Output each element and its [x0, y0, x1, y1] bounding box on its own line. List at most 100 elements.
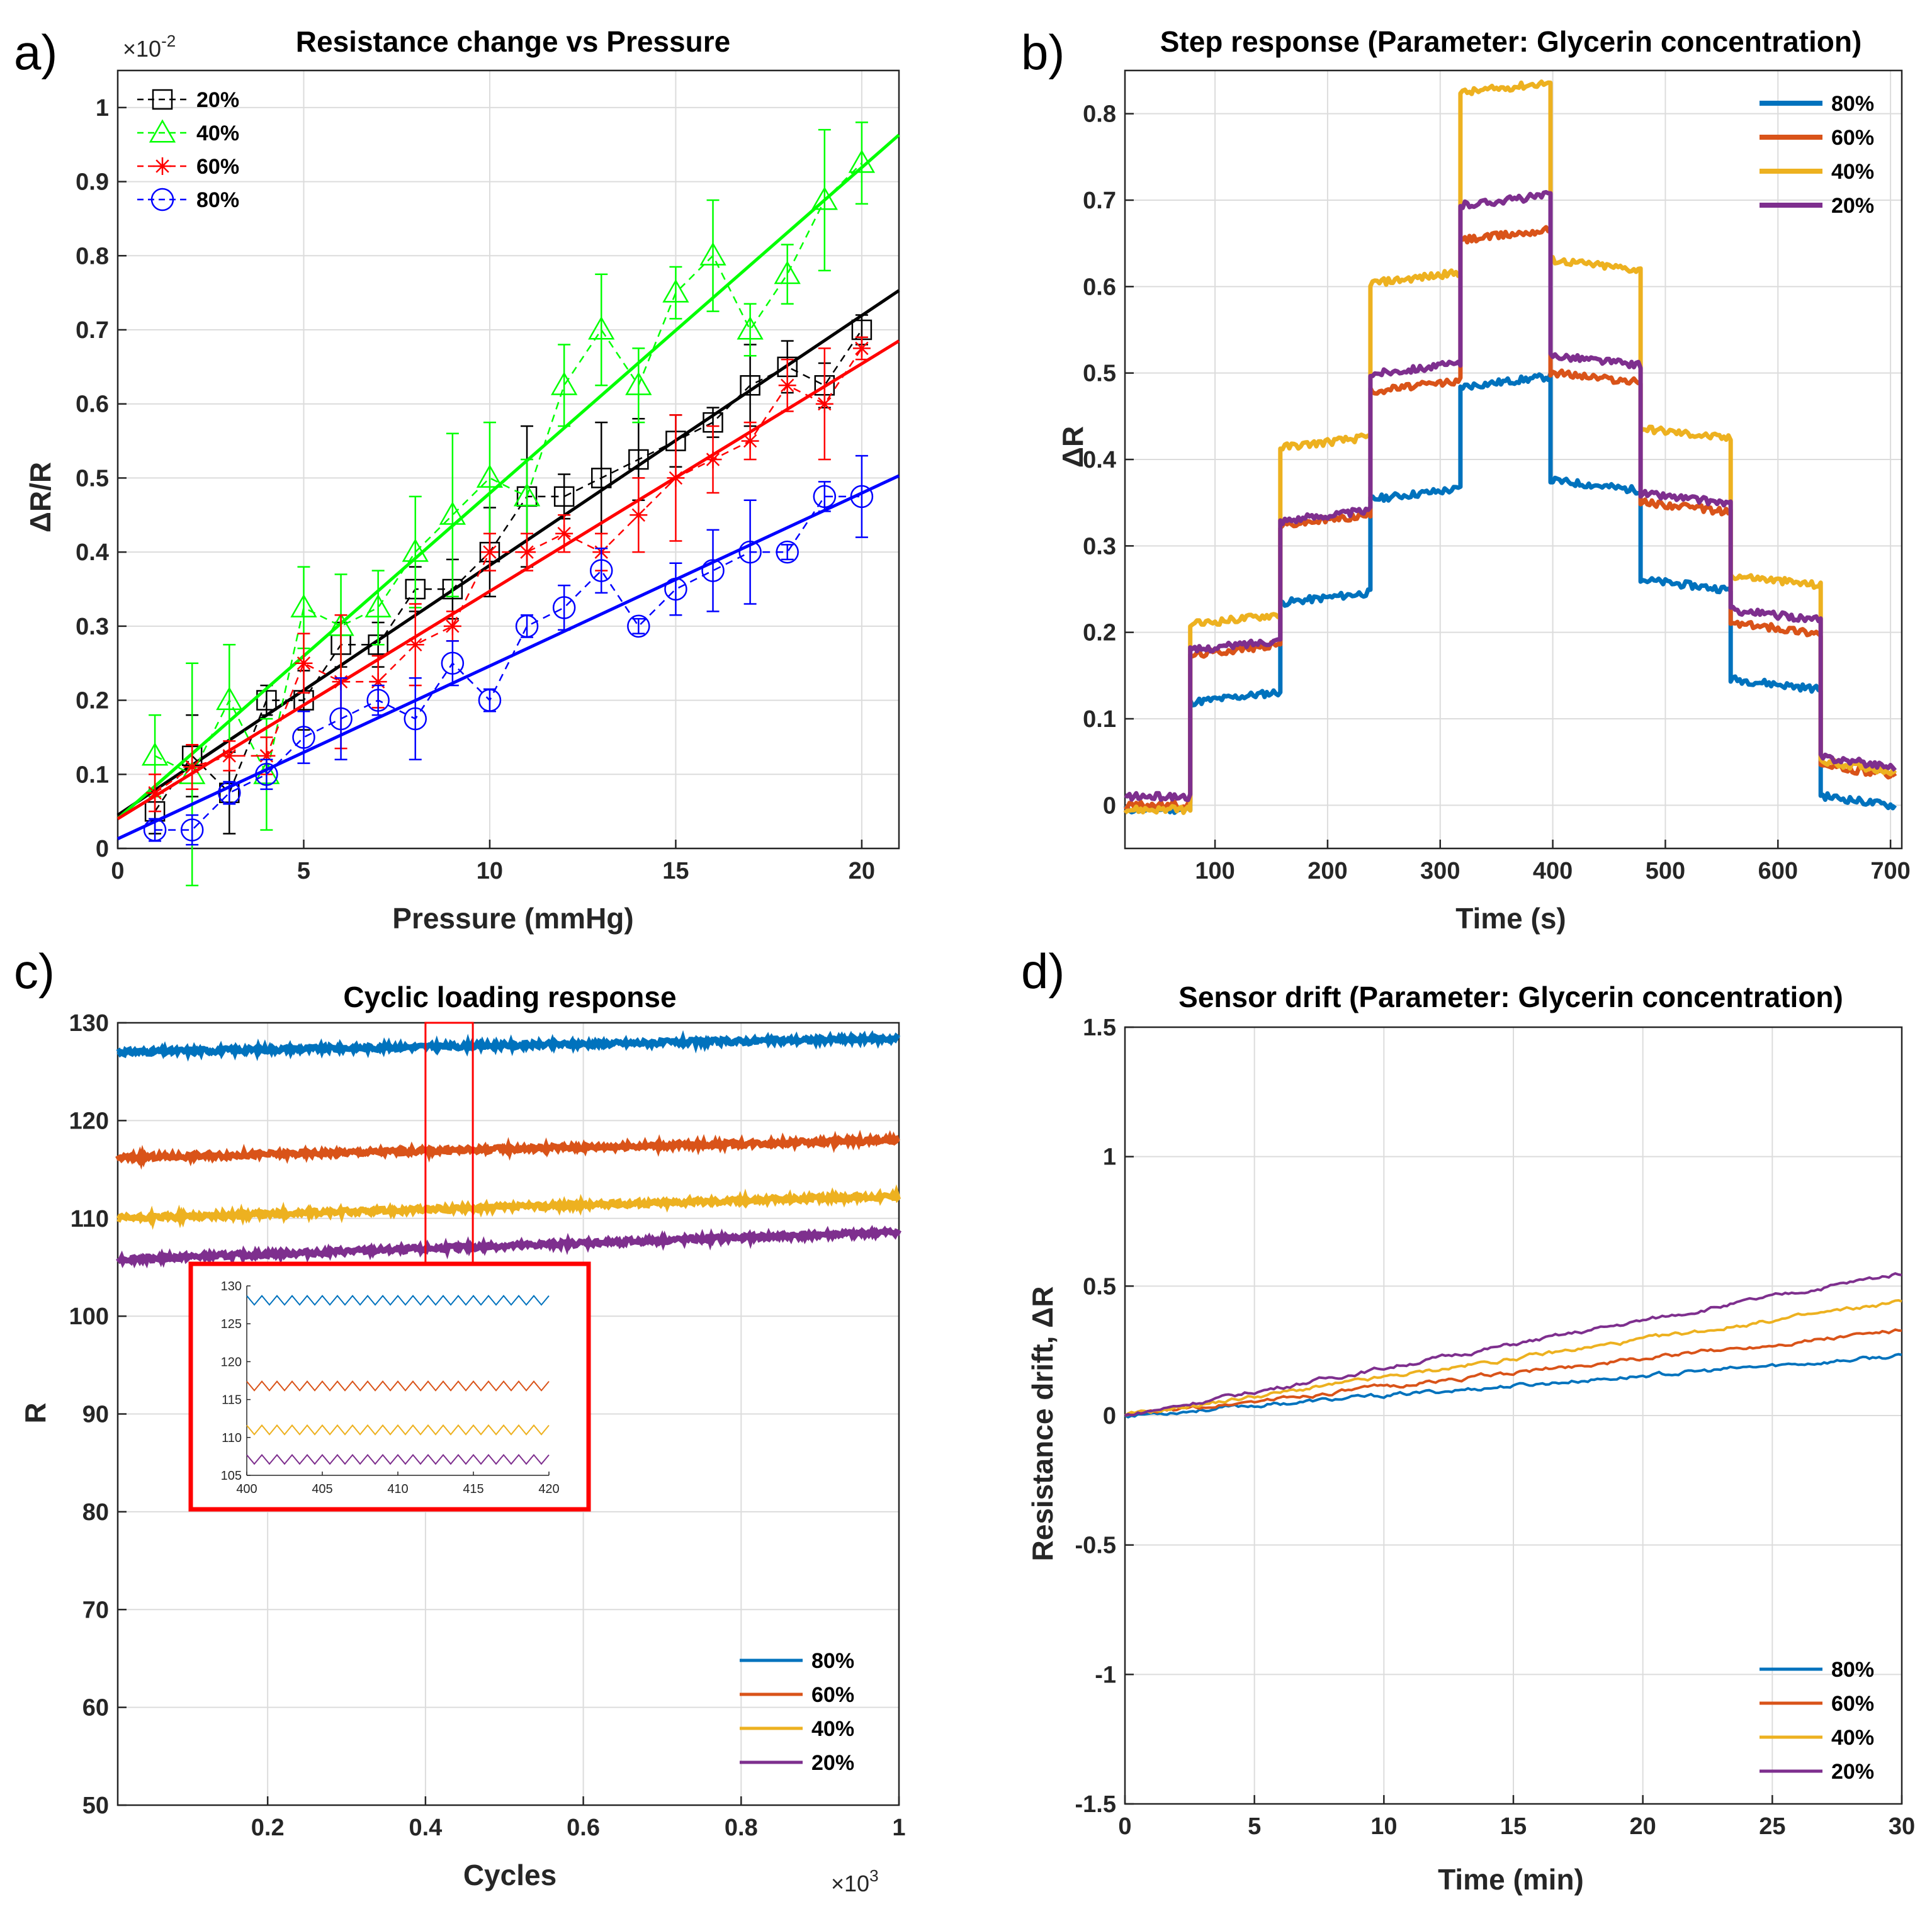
- panel-a-40pct-point: [625, 371, 652, 395]
- panel-a-80pct-point: [850, 485, 874, 509]
- panel-a-40pct-point: [811, 186, 838, 210]
- panel-a-60pct-point: [704, 451, 722, 468]
- panel-b-series-60pct: [1124, 225, 1897, 811]
- panel-a-40pct-series-line: [154, 162, 862, 777]
- panel-a-40pct-point: [141, 742, 169, 766]
- panel-c-legend-label: 80%: [811, 1649, 854, 1673]
- panel-a-60pct-point: [852, 339, 871, 358]
- panel-a-legend-marker: [154, 157, 171, 175]
- panel-c-ytick-label: 110: [71, 1206, 109, 1232]
- panel-c-xlabel: Cycles: [463, 1859, 556, 1891]
- panel-d-xtick-label: 15: [1500, 1813, 1527, 1840]
- panel-b-legend-label: 20%: [1831, 194, 1874, 218]
- panel-a-60pct-point: [815, 395, 833, 413]
- panel-c-title: Cyclic loading response: [343, 981, 676, 1013]
- panel-a-80pct-point: [441, 651, 465, 675]
- panel-a-ytick-label: 0.4: [76, 539, 109, 566]
- panel-d-sensor-drift: Sensor drift (Parameter: Glycerin concen…: [1026, 981, 1915, 1896]
- panel-b-title: Step response (Parameter: Glycerin conce…: [1160, 25, 1862, 58]
- panel-c-legend-label: 40%: [811, 1717, 854, 1741]
- panel-letter-b: b): [1021, 25, 1065, 80]
- panel-d-series-20pct: [1124, 1272, 1902, 1417]
- panel-d-ytick-label: 1.5: [1083, 1015, 1116, 1041]
- panel-a-legend-label: 20%: [196, 88, 239, 112]
- panel-b-series-20pct: [1124, 189, 1897, 802]
- panel-a-y-multiplier-exp: -2: [161, 31, 176, 50]
- panel-a-60pct-point: [778, 376, 796, 395]
- panel-a-60pct-point: [630, 506, 648, 524]
- panel-c-ytick-label: 60: [82, 1695, 109, 1721]
- panel-a-60pct-point: [741, 432, 759, 450]
- panel-a-60pct-point: [667, 469, 685, 487]
- panel-b-series-40pct: [1123, 79, 1897, 815]
- panel-c-axes-box: [116, 1022, 900, 1806]
- panel-a-ytick-label: 0.7: [76, 317, 109, 344]
- panel-d-legend-label: 20%: [1831, 1760, 1874, 1784]
- panel-b-xtick-label: 400: [1533, 858, 1573, 884]
- panel-a-title: Resistance change vs Pressure: [296, 25, 730, 58]
- panel-b-ytick-label: 0.6: [1083, 274, 1116, 300]
- panel-c-x-multiplier: ×103: [831, 1866, 879, 1896]
- panel-a-40pct-point: [364, 594, 392, 617]
- panel-c-xtick-label: 1: [892, 1815, 905, 1841]
- panel-a-legend-marker: [152, 89, 173, 110]
- panel-a-80pct-point: [366, 689, 390, 712]
- panel-a-80pct-point: [738, 540, 762, 564]
- panel-a-80pct-point: [143, 818, 167, 842]
- panel-d-ytick-label: -0.5: [1075, 1533, 1116, 1559]
- panel-c-inset-ytick-label: 110: [222, 1431, 242, 1445]
- panel-c-ytick-label: 120: [69, 1108, 109, 1134]
- panel-a-xtick-label: 15: [662, 858, 689, 884]
- panel-c-ytick-label: 100: [69, 1304, 109, 1330]
- panel-c-ytick-label: 130: [69, 1010, 109, 1037]
- panel-a-60pct-point: [183, 758, 201, 776]
- panel-a-80pct-point: [478, 689, 502, 712]
- panel-c-inset-xtick-label: 410: [387, 1482, 408, 1496]
- panel-a-xtick-label: 0: [111, 858, 124, 884]
- panel-c-inset-series-20pct: [246, 1453, 550, 1465]
- panel-d-xlabel: Time (min): [1438, 1863, 1584, 1896]
- panel-b-legend-label: 60%: [1831, 126, 1874, 150]
- panel-a-80pct-fit-line: [116, 474, 900, 840]
- panel-a-ytick-label: 0.2: [76, 688, 109, 714]
- panel-a-ylabel: ΔR/R: [24, 462, 57, 532]
- panel-a-80pct-point: [552, 596, 576, 619]
- panel-b-ytick-label: 0.3: [1083, 533, 1116, 560]
- panel-a-40pct-point: [848, 149, 876, 173]
- panel-a-80pct-point: [329, 707, 353, 731]
- panel-c-xtick-label: 0.6: [567, 1815, 600, 1841]
- panel-a-80pct-point: [255, 763, 278, 786]
- panel-c-inset-series-40pct: [246, 1424, 550, 1436]
- panel-c-legend-label: 20%: [811, 1751, 854, 1775]
- panel-a-60pct-point: [257, 746, 276, 765]
- panel-d-xtick-label: 30: [1889, 1813, 1915, 1840]
- panel-a-legend-label: 60%: [196, 155, 239, 179]
- panel-a-40pct-point: [476, 464, 504, 488]
- panel-b-axes-box: [1124, 69, 1903, 850]
- panel-b-ylabel: ΔR: [1056, 426, 1089, 468]
- panel-a-20pct-point: [740, 375, 760, 396]
- panel-c-inset-series-80pct: [246, 1295, 550, 1306]
- panel-a-xlabel: Pressure (mmHg): [392, 902, 633, 935]
- panel-c-xtick-label: 0.4: [409, 1815, 442, 1841]
- panel-b-legend-label: 80%: [1831, 92, 1874, 116]
- panel-a-legend-marker: [149, 119, 176, 143]
- panel-a-80pct-series-line: [155, 495, 862, 831]
- panel-c-series-60pct: [115, 1129, 900, 1170]
- panel-a-40pct-point: [513, 483, 541, 507]
- panel-a-xtick-label: 10: [477, 858, 503, 884]
- panel-a-80pct-point: [180, 818, 204, 842]
- panel-a-xtick-label: 20: [849, 858, 875, 884]
- panel-b-ytick-label: 0.8: [1083, 101, 1116, 128]
- panel-c-inset-ytick-label: 120: [221, 1355, 242, 1369]
- panel-a-60pct-point: [555, 524, 573, 543]
- panel-c-inset-xtick-label: 420: [538, 1482, 559, 1496]
- panel-c-ytick-label: 50: [82, 1793, 109, 1819]
- panel-a-40pct-point: [662, 279, 689, 303]
- panel-a-60pct-point: [146, 784, 164, 802]
- panel-c-ytick-label: 90: [82, 1402, 109, 1428]
- panel-a-ytick-label: 0.9: [76, 169, 109, 196]
- panel-b-series-80pct: [1123, 371, 1897, 815]
- panel-d-ytick-label: -1.5: [1075, 1791, 1116, 1818]
- panel-c-inset-series-60pct: [246, 1380, 550, 1392]
